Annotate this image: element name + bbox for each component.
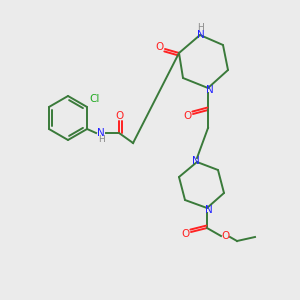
Text: N: N [97,128,105,138]
Text: N: N [197,30,205,40]
Text: N: N [192,156,200,166]
Text: O: O [184,111,192,121]
Text: N: N [205,205,213,215]
Text: H: H [196,23,203,32]
Text: O: O [115,111,123,121]
Text: Cl: Cl [90,94,100,104]
Text: O: O [156,42,164,52]
Text: O: O [182,229,190,239]
Text: H: H [98,136,104,145]
Text: N: N [206,85,214,95]
Text: O: O [222,231,230,241]
